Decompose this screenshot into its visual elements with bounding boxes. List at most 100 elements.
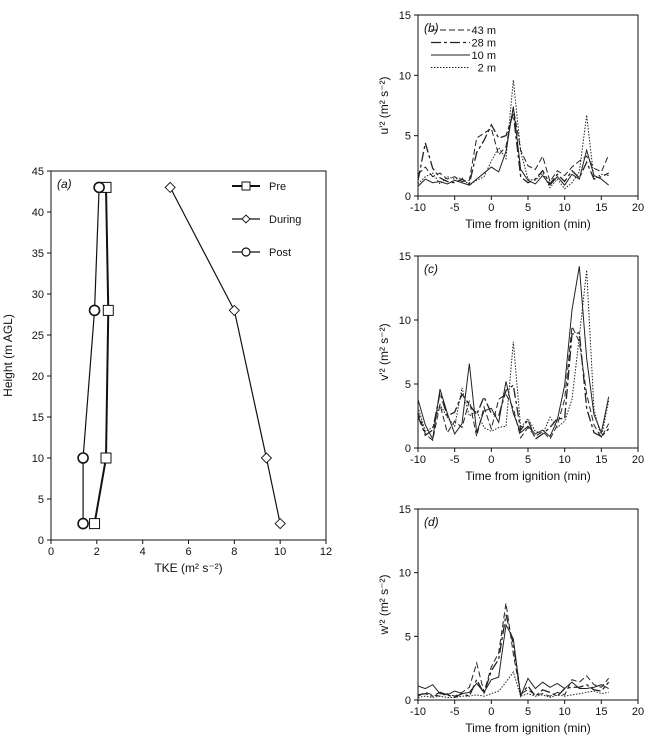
x-tick-label: 8 xyxy=(231,546,237,558)
x-axis-label: Time from ignition (min) xyxy=(465,217,591,231)
series-line-pre xyxy=(93,187,110,524)
legend-marker-pre xyxy=(241,181,251,191)
legend-label-post: Post xyxy=(269,247,291,259)
panel-label: (d) xyxy=(424,515,439,529)
series-line-43m xyxy=(417,324,610,442)
y-tick-label: 15 xyxy=(399,504,411,516)
x-tick-label: 20 xyxy=(632,202,644,214)
x-tick-label: 15 xyxy=(595,202,607,214)
x-tick-label: -10 xyxy=(410,202,426,214)
legend-label-28m: 28 m xyxy=(472,38,496,50)
series-line-10m xyxy=(417,266,610,441)
data-point-during xyxy=(164,181,176,194)
y-tick-label: 5 xyxy=(405,131,411,143)
y-tick-label: 30 xyxy=(32,289,44,301)
x-tick-label: 10 xyxy=(559,706,571,718)
x-tick-label: 20 xyxy=(632,706,644,718)
series-line-2m xyxy=(417,80,609,190)
y-axis-label: u'² (m² s⁻²) xyxy=(377,77,391,135)
x-tick-label: -5 xyxy=(450,706,460,718)
y-tick-label: 45 xyxy=(32,166,44,178)
y-tick-label: 0 xyxy=(38,535,44,547)
y-tick-label: 35 xyxy=(32,248,44,260)
plot-frame-3 xyxy=(417,508,639,701)
series-line-2m xyxy=(417,270,610,438)
x-tick-label: 10 xyxy=(274,546,286,558)
y-tick-label: 0 xyxy=(405,695,411,707)
x-tick-label: -10 xyxy=(410,706,426,718)
y-tick-label: 15 xyxy=(399,10,411,22)
data-point-during xyxy=(274,517,286,530)
y-tick-label: 0 xyxy=(405,443,411,455)
x-axis-label: Time from ignition (min) xyxy=(465,721,591,735)
x-tick-label: -10 xyxy=(410,454,426,466)
series-line-10m xyxy=(417,623,609,699)
series-line-28m xyxy=(417,614,610,699)
x-tick-label: 15 xyxy=(595,454,607,466)
y-tick-label: 40 xyxy=(32,207,44,219)
x-tick-label: 20 xyxy=(632,454,644,466)
x-axis-label: Time from ignition (min) xyxy=(465,469,591,483)
y-axis-label: w'² (m² s⁻²) xyxy=(377,575,391,636)
data-point-during xyxy=(260,452,273,464)
x-tick-label: -5 xyxy=(450,454,460,466)
legend-label-2m: 2 m xyxy=(478,63,496,75)
series-line-during xyxy=(169,187,281,524)
x-tick-label: 0 xyxy=(488,202,494,214)
x-tick-label: 6 xyxy=(185,546,191,558)
x-tick-label: 5 xyxy=(525,202,531,214)
x-tick-label: 4 xyxy=(140,546,146,558)
y-axis-label: v'² (m² s⁻²) xyxy=(377,323,391,380)
series-line-post xyxy=(82,187,100,524)
y-tick-label: 10 xyxy=(399,315,411,327)
y-tick-label: 5 xyxy=(405,631,411,643)
series-line-43m xyxy=(417,603,610,697)
legend-label-43m: 43 m xyxy=(472,25,496,37)
data-point-post xyxy=(77,517,89,530)
plot-frame-0 xyxy=(50,170,327,541)
panel-label: (c) xyxy=(424,262,438,276)
data-point-post xyxy=(93,181,105,194)
y-tick-label: 10 xyxy=(399,568,411,580)
legend-marker-post xyxy=(241,247,251,257)
x-tick-label: 5 xyxy=(525,454,531,466)
x-tick-label: 0 xyxy=(48,546,54,558)
y-tick-label: 10 xyxy=(32,453,44,465)
legend-label-10m: 10 m xyxy=(472,50,496,62)
series-line-10m xyxy=(417,106,609,187)
x-tick-label: 12 xyxy=(320,546,332,558)
data-point-during xyxy=(228,304,240,317)
x-tick-label: 5 xyxy=(525,706,531,718)
data-point-post xyxy=(88,304,101,317)
y-tick-label: 10 xyxy=(399,70,411,82)
y-tick-label: 20 xyxy=(32,371,44,383)
legend-label-during: During xyxy=(269,214,301,226)
y-tick-label: 5 xyxy=(405,379,411,391)
data-point-pre xyxy=(89,518,101,530)
x-tick-label: 0 xyxy=(488,454,494,466)
y-axis-label: Height (m AGL) xyxy=(1,314,15,397)
x-tick-label: 0 xyxy=(488,706,494,718)
series-line-28m xyxy=(417,113,609,186)
y-tick-label: 0 xyxy=(405,191,411,203)
legend-marker-during xyxy=(241,214,251,224)
series-line-2m xyxy=(417,670,609,698)
series-line-28m xyxy=(417,332,610,441)
y-tick-label: 15 xyxy=(32,412,44,424)
data-point-pre xyxy=(100,452,112,464)
x-tick-label: 2 xyxy=(94,546,100,558)
x-tick-label: 10 xyxy=(559,454,571,466)
y-tick-label: 25 xyxy=(32,330,44,342)
x-tick-label: -5 xyxy=(450,202,460,214)
y-tick-label: 5 xyxy=(38,494,44,506)
x-axis-label: TKE (m² s⁻²) xyxy=(154,561,222,575)
x-tick-label: 10 xyxy=(559,202,571,214)
panel-label: (b) xyxy=(424,21,439,35)
legend-label-pre: Pre xyxy=(269,181,286,193)
x-tick-label: 15 xyxy=(595,706,607,718)
panel-label: (a) xyxy=(57,177,72,191)
y-tick-label: 15 xyxy=(399,251,411,263)
data-point-pre xyxy=(102,304,114,316)
data-point-post xyxy=(77,452,89,464)
